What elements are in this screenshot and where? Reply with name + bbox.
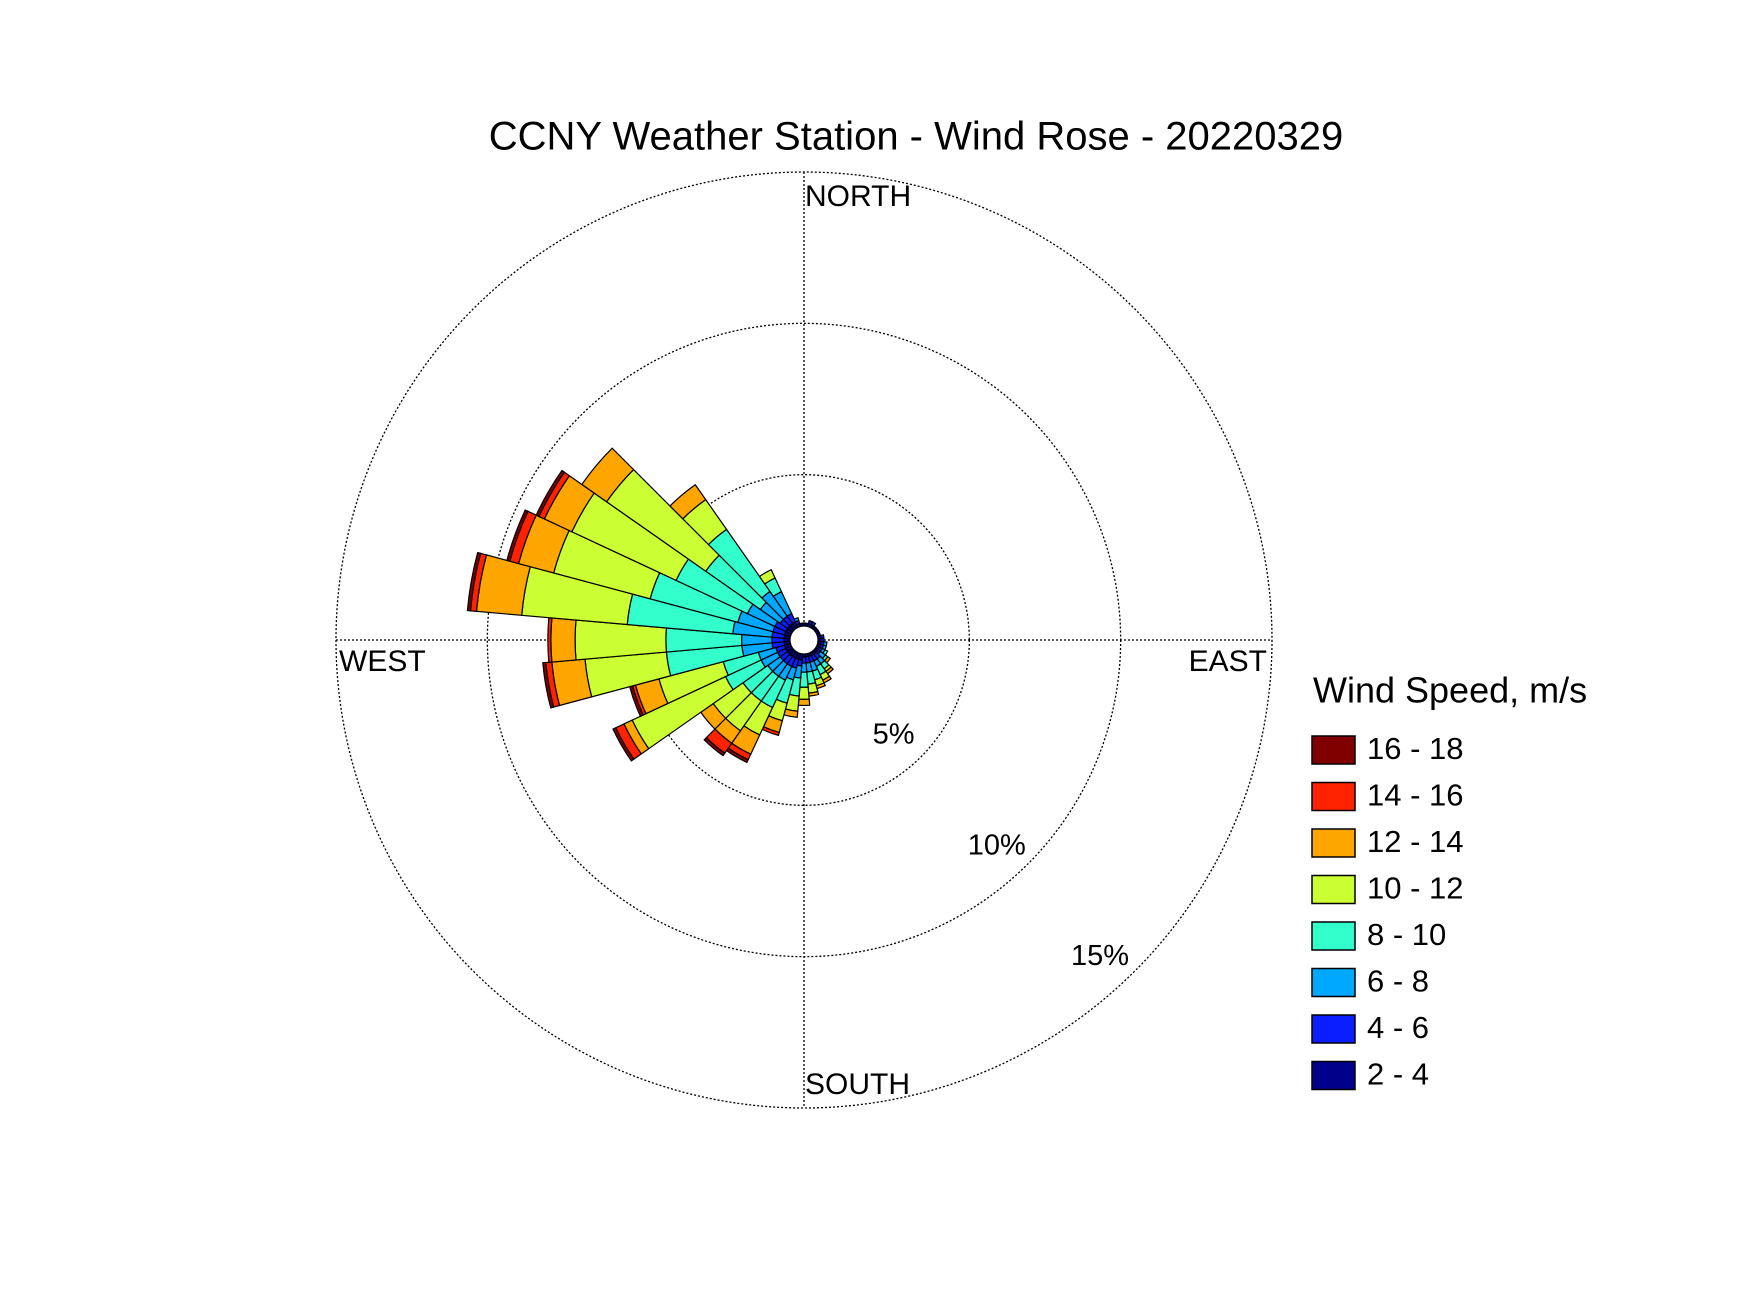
legend-label: 10 - 12 xyxy=(1367,871,1464,906)
wedge-segment xyxy=(758,568,776,585)
wedge-segment xyxy=(466,551,482,612)
wedge-segment xyxy=(542,661,555,709)
legend-label: 6 - 8 xyxy=(1367,964,1429,999)
legend-label: 12 - 14 xyxy=(1367,824,1464,859)
wedge-segment xyxy=(535,469,566,518)
wedge-segment xyxy=(580,447,635,503)
wedge-segment xyxy=(547,617,553,663)
direction-label: NORTH xyxy=(805,180,911,213)
center-hole xyxy=(789,625,819,655)
grid-circle xyxy=(486,322,1122,958)
legend-label: 8 - 10 xyxy=(1367,917,1446,952)
legend-swatch xyxy=(1311,921,1356,951)
legend-swatch xyxy=(1311,967,1356,998)
grid-circle xyxy=(638,474,970,806)
legend-swatch xyxy=(1311,781,1356,812)
wedge-segment xyxy=(506,509,529,562)
direction-label: SOUTH xyxy=(805,1068,910,1101)
legend-swatch xyxy=(1311,1014,1356,1044)
wedge-segment xyxy=(798,686,810,700)
legend-label: 4 - 6 xyxy=(1367,1010,1429,1045)
legend-label: 16 - 18 xyxy=(1367,731,1464,766)
r-tick-label: 15% xyxy=(1071,940,1129,972)
wedge-segment xyxy=(793,616,800,623)
legend-swatch xyxy=(1311,874,1356,905)
grid-circle xyxy=(335,171,1273,1109)
wedge-segment xyxy=(612,726,635,762)
legend-swatch xyxy=(1311,1060,1356,1091)
r-tick-label: 5% xyxy=(873,719,915,751)
direction-label: EAST xyxy=(1189,645,1267,678)
legend-swatch xyxy=(1311,735,1356,765)
legend-swatch xyxy=(1311,828,1356,858)
wedge-segment xyxy=(810,621,817,627)
legend-title: Wind Speed, m/s xyxy=(1313,670,1587,711)
wedge-segment xyxy=(703,736,726,757)
chart-title: CCNY Weather Station - Wind Rose - 20220… xyxy=(489,115,1344,159)
wedge-segment xyxy=(669,483,707,520)
direction-label: WEST xyxy=(339,645,426,678)
legend-label: 2 - 4 xyxy=(1367,1057,1429,1092)
r-tick-label: 10% xyxy=(968,829,1026,861)
wedge-segment xyxy=(550,617,577,663)
legend-label: 14 - 16 xyxy=(1367,778,1464,813)
wedge-segment xyxy=(797,698,811,707)
